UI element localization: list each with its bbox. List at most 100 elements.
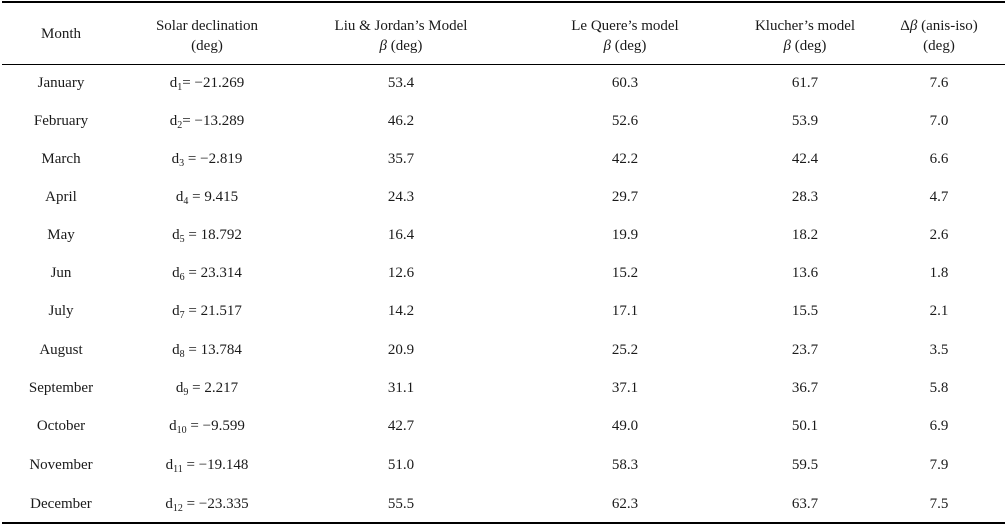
klucher-cell: 28.3 <box>791 189 819 205</box>
klucher-cell: 18.2 <box>791 227 819 243</box>
declination-symbol: d <box>165 457 174 473</box>
header-solar-declination-unit: (deg) <box>191 38 223 54</box>
month-cell: April <box>45 189 77 205</box>
liu-jordan-cell: 51.0 <box>387 457 415 473</box>
klucher-cell: 36.7 <box>791 380 819 396</box>
declination-symbol: d <box>169 113 178 129</box>
liu-jordan-cell: 55.5 <box>387 496 415 512</box>
delta-beta-cell: 5.8 <box>929 380 949 396</box>
klucher-cell: 63.7 <box>791 496 819 512</box>
header-le-quere-unit: β (deg) <box>510 36 740 56</box>
declination-cell: d7 = 21.517 <box>122 292 292 330</box>
delta-beta-cell: 7.5 <box>929 496 949 512</box>
liu-jordan-cell: 35.7 <box>387 151 415 167</box>
le-quere-cell: 19.9 <box>611 227 639 243</box>
le-quere-cell: 52.6 <box>611 113 639 129</box>
le-quere-cell: 58.3 <box>611 457 639 473</box>
declination-cell: d12 = −23.335 <box>122 485 292 523</box>
delta-beta-cell: 2.6 <box>929 227 949 243</box>
header-klucher-unit: β (deg) <box>740 36 870 56</box>
month-cell: May <box>47 227 75 243</box>
delta-beta-cell: 6.6 <box>929 151 949 167</box>
header-liu-jordan-label: Liu & Jordan’s Model <box>334 18 468 34</box>
declination-subscript: 1 <box>177 82 183 93</box>
declination-value: = −23.335 <box>182 496 249 512</box>
table-row: Jun d6 = 23.314 12.6 15.2 13.6 1.8 <box>0 254 1008 292</box>
declination-symbol: d <box>175 189 184 205</box>
header-solar-declination: Solar declination (deg) <box>122 16 292 56</box>
header-liu-jordan-unit-text: (deg) <box>387 38 423 54</box>
beta-symbol: β <box>783 38 792 54</box>
declination-subscript: 12 <box>172 503 183 514</box>
declination-value: = −19.148 <box>182 457 249 473</box>
declination-cell: d10 = −9.599 <box>122 407 292 445</box>
month-cell: September <box>28 380 94 396</box>
table-row: October d10 = −9.599 42.7 49.0 50.1 6.9 <box>0 407 1008 445</box>
liu-jordan-cell: 24.3 <box>387 189 415 205</box>
klucher-cell: 13.6 <box>791 265 819 281</box>
declination-subscript: 11 <box>173 464 183 475</box>
month-cell: March <box>41 151 81 167</box>
month-cell: February <box>33 113 89 129</box>
declination-subscript: 8 <box>179 349 185 360</box>
header-klucher-unit-text: (deg) <box>791 38 827 54</box>
delta-beta-cell: 1.8 <box>929 265 949 281</box>
delta-symbol: Δ <box>900 18 910 34</box>
declination-value: = 9.415 <box>188 189 239 205</box>
month-cell: January <box>37 75 85 91</box>
declination-subscript: 2 <box>177 120 183 131</box>
declination-symbol: d <box>172 265 180 281</box>
month-cell: October <box>36 418 86 434</box>
header-delta-beta-unit: (deg) <box>923 38 955 54</box>
liu-jordan-cell: 12.6 <box>387 265 415 281</box>
declination-cell: d4 = 9.415 <box>122 178 292 216</box>
table-row: January d1= −21.269 53.4 60.3 61.7 7.6 <box>0 64 1008 102</box>
delta-beta-cell: 2.1 <box>929 303 949 319</box>
declination-value: = 18.792 <box>184 227 242 243</box>
le-quere-cell: 49.0 <box>611 418 639 434</box>
declination-subscript: 10 <box>176 425 187 436</box>
table-row: July d7 = 21.517 14.2 17.1 15.5 2.1 <box>0 292 1008 330</box>
klucher-cell: 50.1 <box>791 418 819 434</box>
le-quere-cell: 29.7 <box>611 189 639 205</box>
month-cell: July <box>48 303 74 319</box>
declination-cell: d9 = 2.217 <box>122 369 292 407</box>
liu-jordan-cell: 46.2 <box>387 113 415 129</box>
month-cell: Jun <box>50 265 72 281</box>
liu-jordan-cell: 42.7 <box>387 418 415 434</box>
month-cell: August <box>39 342 83 358</box>
declination-cell: d5 = 18.792 <box>122 216 292 254</box>
table-row: February d2= −13.289 46.2 52.6 53.9 7.0 <box>0 102 1008 140</box>
declination-subscript: 7 <box>179 310 185 321</box>
klucher-cell: 61.7 <box>791 75 819 91</box>
delta-beta-cell: 3.5 <box>929 342 949 358</box>
liu-jordan-cell: 14.2 <box>387 303 415 319</box>
delta-beta-cell: 4.7 <box>929 189 949 205</box>
klucher-cell: 23.7 <box>791 342 819 358</box>
delta-beta-cell: 7.0 <box>929 113 949 129</box>
header-rule <box>2 64 1005 65</box>
declination-symbol: d <box>169 418 177 434</box>
header-delta-beta-label: Δβ (anis-iso) <box>870 16 1008 36</box>
table-row: August d8 = 13.784 20.9 25.2 23.7 3.5 <box>0 331 1008 369</box>
header-delta-beta-label-text: (anis-iso) <box>917 18 978 34</box>
klucher-cell: 53.9 <box>791 113 819 129</box>
declination-symbol: d <box>172 227 180 243</box>
header-month-label: Month <box>40 26 81 42</box>
le-quere-cell: 60.3 <box>611 75 639 91</box>
declination-symbol: d <box>172 303 180 319</box>
delta-beta-cell: 6.9 <box>929 418 949 434</box>
declination-value: = −21.269 <box>182 75 245 91</box>
table-row: December d12 = −23.335 55.5 62.3 63.7 7.5 <box>0 485 1008 523</box>
delta-beta-cell: 7.9 <box>929 457 949 473</box>
declination-cell: d1= −21.269 <box>122 64 292 102</box>
declination-symbol: d <box>169 75 178 91</box>
le-quere-cell: 15.2 <box>611 265 639 281</box>
table-row: March d3 = −2.819 35.7 42.2 42.4 6.6 <box>0 140 1008 178</box>
header-klucher-label: Klucher’s model <box>754 18 856 34</box>
declination-symbol: d <box>171 151 180 167</box>
declination-cell: d11 = −19.148 <box>122 446 292 484</box>
header-liu-jordan: Liu & Jordan’s Model β (deg) <box>292 16 510 56</box>
table-row: May d5 = 18.792 16.4 19.9 18.2 2.6 <box>0 216 1008 254</box>
declination-value: = 23.314 <box>184 265 242 281</box>
